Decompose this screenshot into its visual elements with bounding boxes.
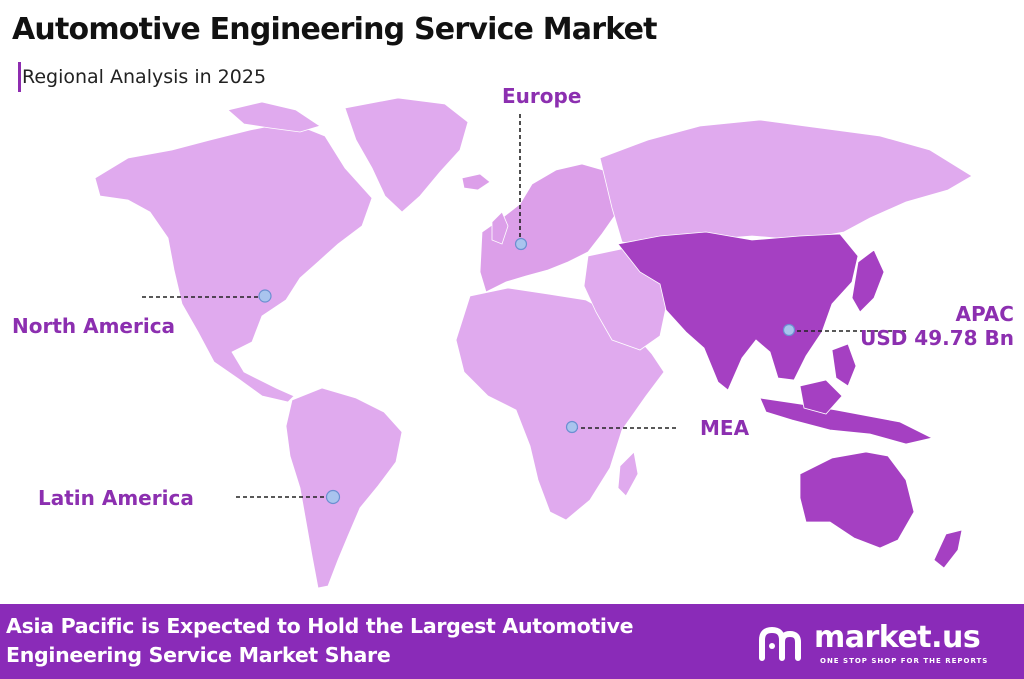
world-map	[94, 97, 973, 589]
mea-marker[interactable]	[565, 420, 579, 434]
brand-block[interactable]: market.us ONE STOP SHOP FOR THE REPORTS	[758, 620, 1018, 665]
north-america-name: North America	[12, 314, 176, 338]
apac-value: USD 49.78 Bn	[860, 326, 1014, 350]
europe-name: Europe	[502, 84, 582, 108]
iceland-landmass	[461, 173, 491, 191]
indonesia-landmass	[759, 397, 934, 445]
market-us-logo-icon	[759, 626, 801, 661]
latin-america-label[interactable]: Latin America	[38, 486, 194, 510]
region-markers	[258, 237, 796, 505]
greenland-landmass	[344, 97, 469, 213]
europe-landmass[interactable]	[479, 163, 627, 293]
north-america-label[interactable]: North America	[12, 314, 175, 338]
uk-landmass	[491, 211, 509, 245]
brand-tagline: ONE STOP SHOP FOR THE REPORTS	[820, 657, 989, 665]
northern-asia-landmass	[599, 119, 973, 249]
footer-headline: Asia Pacific is Expected to Hold the Lar…	[6, 614, 634, 667]
north-america-landmass[interactable]	[94, 121, 373, 403]
apac-name: APAC	[955, 302, 1014, 326]
south-america-landmass[interactable]	[285, 387, 403, 589]
europe-marker[interactable]	[514, 237, 528, 251]
page-title: Automotive Engineering Service Market	[12, 12, 657, 47]
mea-name: MEA	[700, 416, 750, 440]
arctic-islands-landmass	[227, 101, 321, 133]
leader-lines	[142, 114, 908, 498]
brand-name: market.us	[814, 620, 981, 655]
philippines-landmass	[831, 343, 857, 387]
footer-banner: Asia Pacific is Expected to Hold the Lar…	[0, 604, 1024, 679]
madagascar-landmass	[617, 451, 639, 497]
apac-mainland-landmass[interactable]	[617, 231, 859, 391]
apac-marker[interactable]	[782, 323, 796, 337]
mea-label[interactable]: MEA	[700, 416, 749, 440]
continents	[94, 97, 973, 589]
australia-landmass[interactable]	[799, 451, 915, 549]
latin-america-marker[interactable]	[325, 489, 341, 505]
latin-america-name: Latin America	[38, 486, 194, 510]
new-zealand-landmass	[933, 529, 963, 569]
japan-landmass	[851, 249, 885, 313]
borneo-landmass	[799, 379, 843, 415]
apac-label[interactable]: APAC USD 49.78 Bn	[852, 302, 1014, 350]
subtitle-accent-divider	[18, 62, 26, 92]
europe-label[interactable]: Europe	[502, 84, 581, 108]
page-subtitle: Regional Analysis in 2025	[22, 66, 267, 88]
north-america-marker[interactable]	[258, 289, 272, 303]
